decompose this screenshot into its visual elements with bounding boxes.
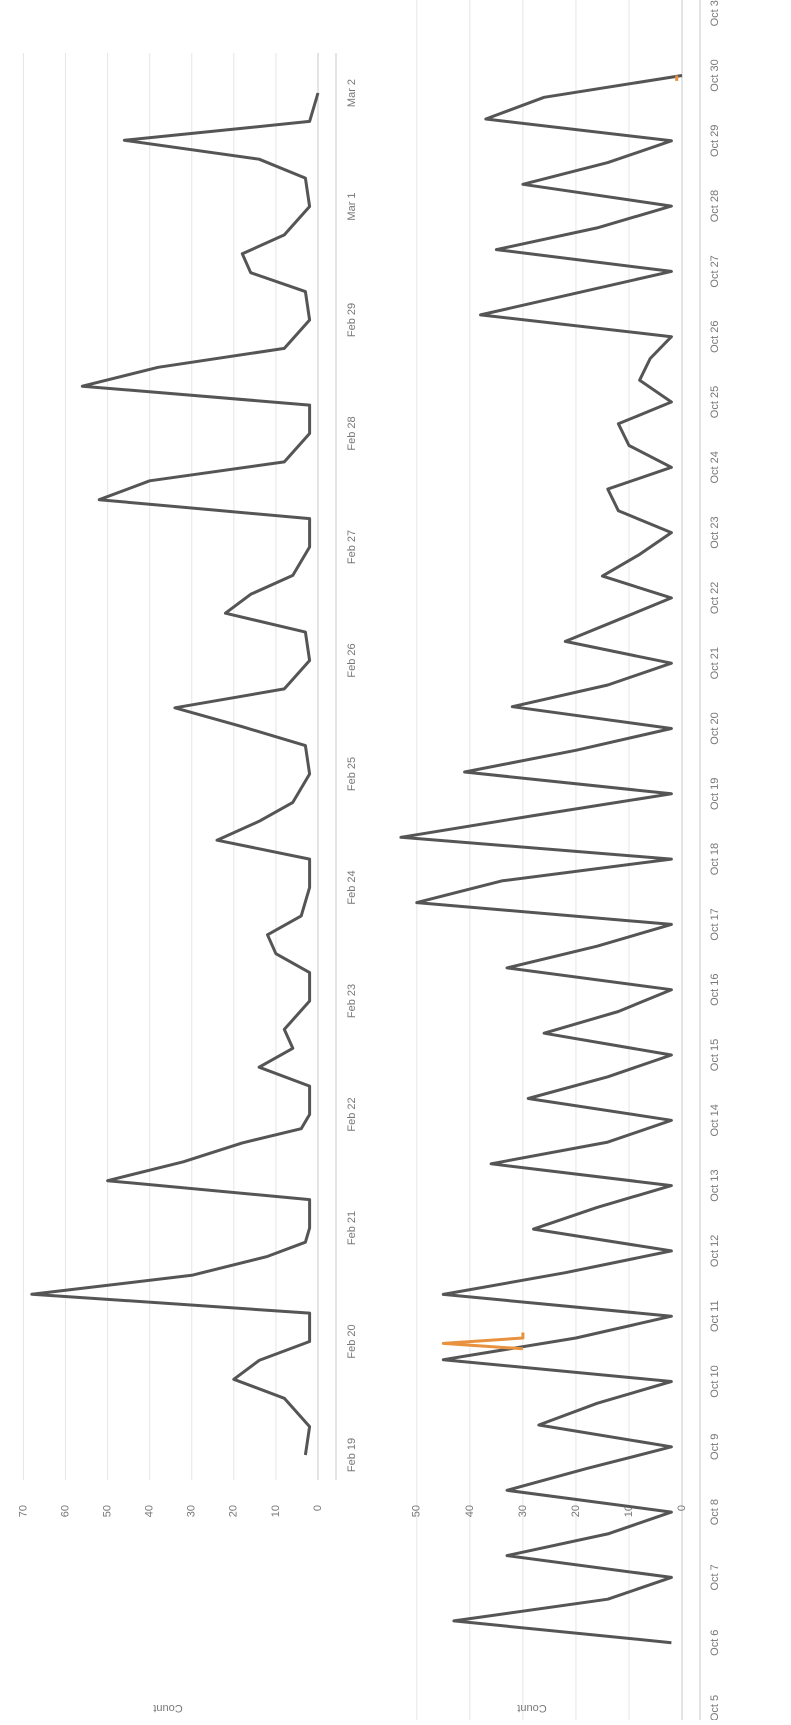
date-tick-label: Feb 27 — [346, 530, 358, 564]
value-tick-label: 50 — [101, 1505, 113, 1517]
date-tick-label: Oct 28 — [709, 190, 721, 222]
date-tick-label: Oct 23 — [709, 516, 721, 548]
date-tick-label: Oct 20 — [709, 712, 721, 744]
date-tick-label: Mar 2 — [346, 79, 358, 107]
date-tick-label: Feb 24 — [346, 870, 358, 904]
value-axis-label: Count — [153, 1702, 182, 1714]
value-axis-label: Count — [517, 1702, 546, 1714]
date-tick-label: Mar 1 — [346, 192, 358, 220]
date-tick-label: Feb 25 — [346, 757, 358, 791]
value-tick-label: 70 — [17, 1505, 29, 1517]
value-tick-label: 40 — [464, 1505, 476, 1517]
value-tick-label: 10 — [270, 1505, 282, 1517]
date-tick-label: Oct 27 — [709, 255, 721, 287]
date-tick-label: Oct 14 — [709, 1104, 721, 1136]
value-tick-label: 0 — [312, 1505, 324, 1511]
value-tick-label: 40 — [144, 1505, 156, 1517]
date-tick-label: Oct 21 — [709, 647, 721, 679]
value-tick-label: 0 — [676, 1505, 688, 1511]
date-tick-label: Oct 10 — [709, 1365, 721, 1397]
date-tick-label: Feb 21 — [346, 1211, 358, 1245]
series-line-1 — [32, 93, 318, 1455]
date-tick-label: Feb 29 — [346, 303, 358, 337]
value-tick-label: 30 — [186, 1505, 198, 1517]
date-tick-label: Oct 26 — [709, 320, 721, 352]
date-tick-label: Feb 26 — [346, 643, 358, 677]
date-tick-label: Oct 16 — [709, 973, 721, 1005]
date-tick-label: Feb 20 — [346, 1324, 358, 1358]
date-tick-label: Oct 17 — [709, 908, 721, 940]
date-tick-label: Feb 22 — [346, 1097, 358, 1131]
date-tick-label: Oct 19 — [709, 778, 721, 810]
value-tick-label: 50 — [411, 1505, 423, 1517]
series-line-1 — [401, 76, 682, 1643]
date-tick-label: Oct 5 — [709, 1695, 721, 1720]
value-tick-label: 20 — [228, 1505, 240, 1517]
series-line-2 — [443, 1333, 523, 1349]
date-tick-label: Oct 13 — [709, 1169, 721, 1201]
date-tick-label: Oct 30 — [709, 59, 721, 91]
date-tick-label: Oct 9 — [709, 1434, 721, 1460]
value-tick-label: 20 — [570, 1505, 582, 1517]
date-tick-label: Oct 29 — [709, 125, 721, 157]
date-tick-label: Feb 19 — [346, 1438, 358, 1472]
date-tick-label: Oct 12 — [709, 1235, 721, 1267]
date-tick-label: Oct 18 — [709, 843, 721, 875]
date-tick-label: Feb 28 — [346, 416, 358, 450]
date-tick-label: Oct 6 — [709, 1630, 721, 1656]
value-tick-label: 30 — [517, 1505, 529, 1517]
date-tick-label: Oct 11 — [709, 1300, 721, 1332]
value-tick-label: 60 — [59, 1505, 71, 1517]
date-tick-label: Oct 15 — [709, 1039, 721, 1071]
date-tick-label: Oct 22 — [709, 582, 721, 614]
date-tick-label: Feb 23 — [346, 984, 358, 1018]
date-tick-label: Oct 24 — [709, 451, 721, 483]
date-tick-label: Oct 31 — [709, 0, 721, 26]
date-tick-label: Oct 8 — [709, 1499, 721, 1525]
date-tick-label: Oct 25 — [709, 386, 721, 418]
chart-panel-1: 0 10 20 30 40 50 60 70 Feb 19 Feb 20 Feb 21 Feb 22 F… — [17, 53, 358, 1714]
date-tick-label: Oct 7 — [709, 1564, 721, 1590]
